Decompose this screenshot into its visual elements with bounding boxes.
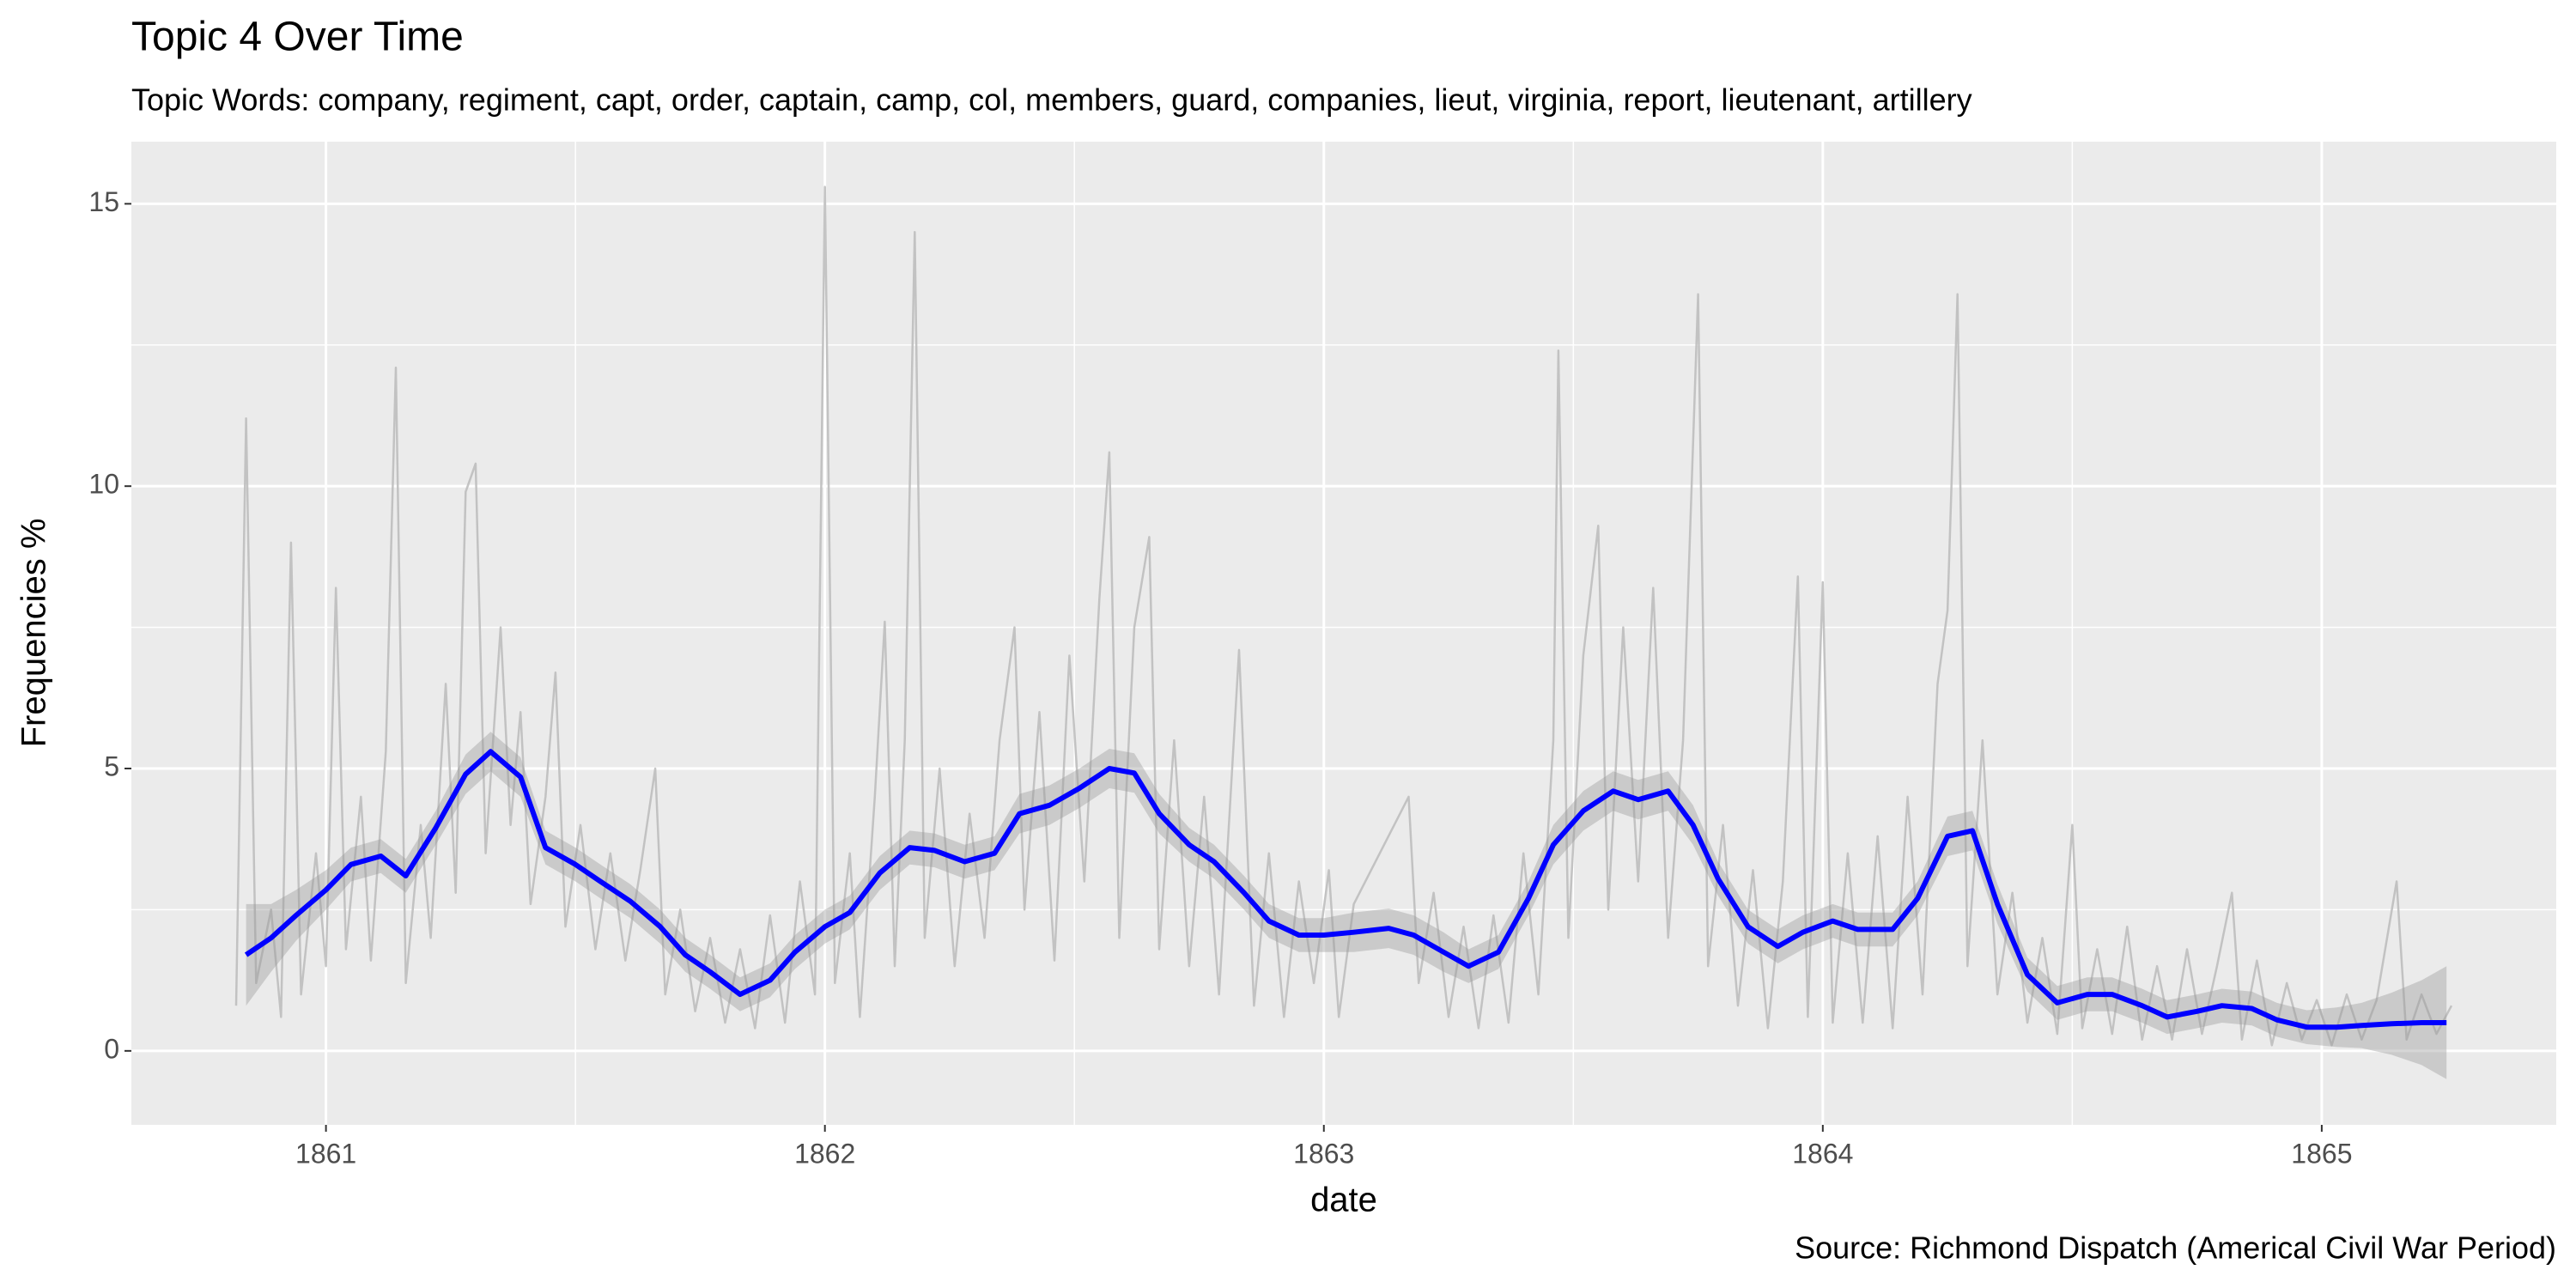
y-tick-label: 15 — [88, 186, 119, 217]
caption: Source: Richmond Dispatch (Americal Civi… — [1795, 1230, 2556, 1266]
x-tick-label: 1861 — [295, 1138, 356, 1169]
chart-title: Topic 4 Over Time — [131, 15, 464, 60]
y-tick-label: 10 — [88, 469, 119, 500]
x-tick-label: 1862 — [794, 1138, 855, 1169]
y-axis-title: Frequencies % — [15, 519, 53, 748]
confidence-band — [246, 732, 2447, 1079]
y-tick-label: 5 — [104, 750, 119, 781]
x-axis-title: date — [1310, 1182, 1377, 1219]
y-tick-label: 0 — [104, 1033, 119, 1064]
plot-panel — [131, 142, 2556, 1125]
x-tick-label: 1863 — [1293, 1138, 1354, 1169]
x-tick-label: 1864 — [1792, 1138, 1853, 1169]
chart-subtitle: Topic Words: company, regiment, capt, or… — [131, 82, 1972, 118]
smooth-line — [244, 749, 2447, 1030]
x-tick-label: 1865 — [2291, 1138, 2352, 1169]
raw-line — [234, 185, 2453, 1047]
